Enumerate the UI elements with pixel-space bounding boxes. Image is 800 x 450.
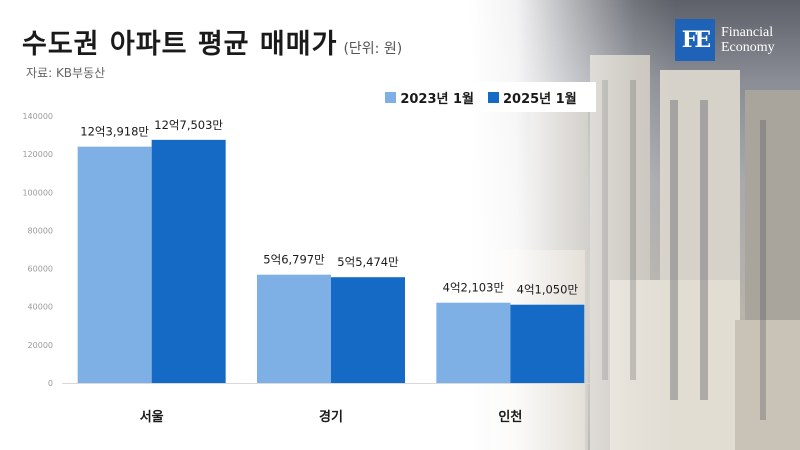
unit-label: (단위: 원): [343, 41, 403, 57]
y-tick-label: 100000: [22, 188, 53, 197]
data-label: 5억5,474만: [337, 255, 399, 269]
logo-mark: FE: [675, 19, 715, 61]
x-tick-label: 경기: [319, 409, 343, 425]
bar: [151, 139, 226, 383]
legend-swatch-2023: [385, 91, 397, 103]
logo-line-1: Financial: [721, 25, 774, 40]
chart-legend: 2023년 1월 2025년 1월: [366, 82, 596, 112]
data-label: 5억6,797만: [263, 253, 325, 267]
logo-wordmark: Financial Economy: [721, 25, 775, 55]
x-tick-label: 인천: [498, 409, 522, 425]
data-label: 4억2,103만: [443, 281, 505, 295]
legend-swatch-2025: [488, 91, 499, 103]
y-tick-label: 120000: [22, 150, 53, 159]
page-title: 수도권 아파트 평균 매매가 (단위: 원): [22, 22, 402, 61]
y-tick-label: 20000: [28, 341, 53, 350]
source-label: 자료: KB부동산: [26, 66, 106, 80]
bar: [77, 146, 152, 383]
bar: [510, 304, 585, 383]
brand-logo: FE Financial Economy: [675, 16, 799, 64]
legend-label-2025: 2025년 1월: [503, 91, 577, 107]
data-label: 12억3,918만: [80, 125, 149, 139]
y-tick-label: 40000: [28, 303, 53, 312]
bar: [257, 274, 331, 383]
y-tick-label: 60000: [28, 265, 53, 274]
y-tick-label: 80000: [28, 226, 53, 235]
logo-line-2: Economy: [721, 40, 775, 55]
legend-item-2023: 2023년 1월: [385, 88, 474, 107]
y-tick-label: 140000: [22, 112, 53, 121]
data-label: 4억1,050만: [517, 283, 579, 297]
legend-item-2025: 2025년 1월: [488, 88, 577, 107]
x-tick-label: 서울: [140, 409, 164, 425]
bar: [436, 302, 511, 383]
bar: [331, 277, 405, 383]
data-label: 12억7,503만: [154, 118, 223, 132]
y-tick-label: 0: [48, 379, 53, 388]
legend-label-2023: 2023년 1월: [400, 91, 474, 107]
title-text: 수도권 아파트 평균 매매가: [22, 29, 338, 60]
